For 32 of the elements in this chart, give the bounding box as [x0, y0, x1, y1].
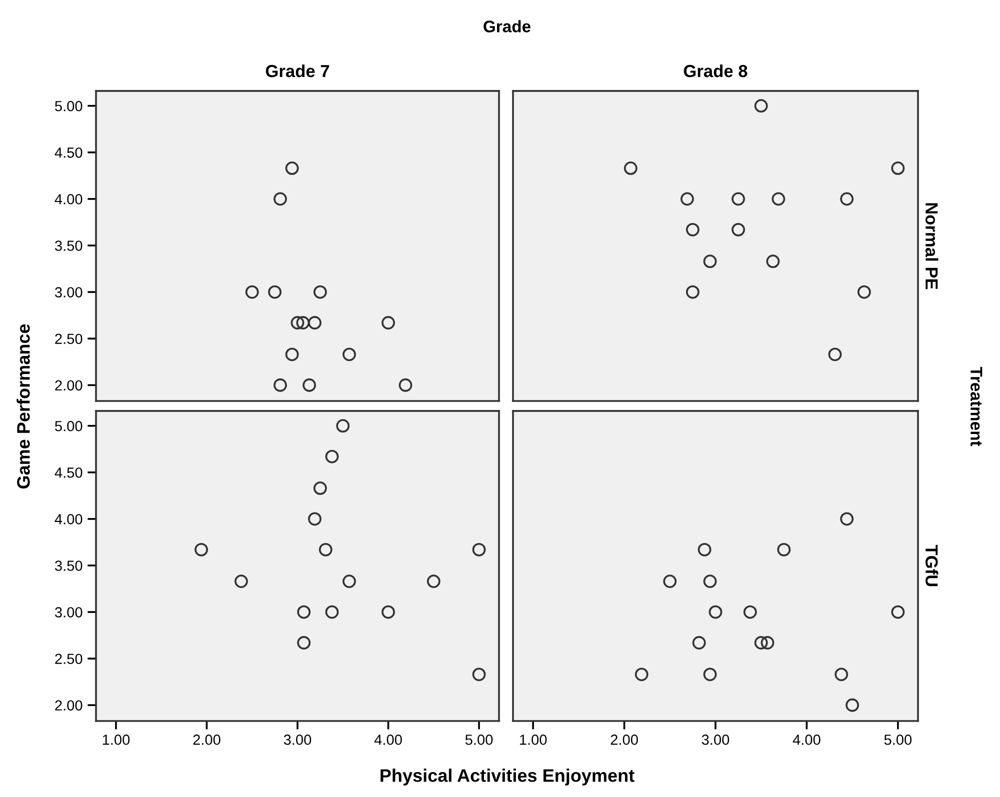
y-tick-label: 3.00	[54, 607, 82, 618]
y2-axis-title: TGfU	[925, 544, 938, 586]
x-tick-label: 2.00	[193, 734, 220, 745]
y-tick-label: 4.00	[54, 514, 82, 524]
y-tick-label: 4.50	[54, 147, 82, 158]
y-tick-label: 3.50	[54, 240, 82, 251]
text: Treatment	[970, 366, 982, 446]
y2-axis-title: Normal PE	[925, 203, 938, 290]
y-tick-label: 2.00	[55, 380, 82, 391]
x-tick-label: 2.00	[610, 734, 638, 745]
chart-title: Grade 7	[266, 64, 330, 78]
text: Grade	[484, 20, 531, 32]
chart-title: Grade 8	[684, 64, 748, 78]
y-tick-label: 3.50	[54, 560, 82, 571]
y-tick-label: 3.00	[54, 287, 82, 298]
x-tick-label: 4.00	[374, 734, 402, 745]
x-tick-label: 1.00	[520, 734, 547, 745]
y-tick-label: 5.00	[55, 420, 82, 432]
y-tick-label: 2.50	[55, 654, 82, 664]
y-axis-title: Game Performance	[16, 324, 30, 489]
y-tick-label: 2.00	[55, 700, 82, 711]
y-tick-label: 4.00	[54, 194, 82, 204]
x-axis-title: Physical Activities Enjoyment	[380, 768, 634, 786]
x-tick-label: 5.00	[884, 734, 912, 745]
x-tick-label: 3.00	[284, 734, 312, 745]
x-tick-label: 4.00	[792, 734, 820, 745]
x-tick-label: 3.00	[702, 734, 730, 745]
y-tick-label: 2.50	[55, 334, 82, 344]
x-tick-label: 1.00	[102, 734, 130, 745]
y-tick-label: 4.50	[54, 467, 82, 478]
y-tick-label: 5.00	[55, 100, 82, 112]
x-tick-label: 5.00	[465, 734, 493, 745]
